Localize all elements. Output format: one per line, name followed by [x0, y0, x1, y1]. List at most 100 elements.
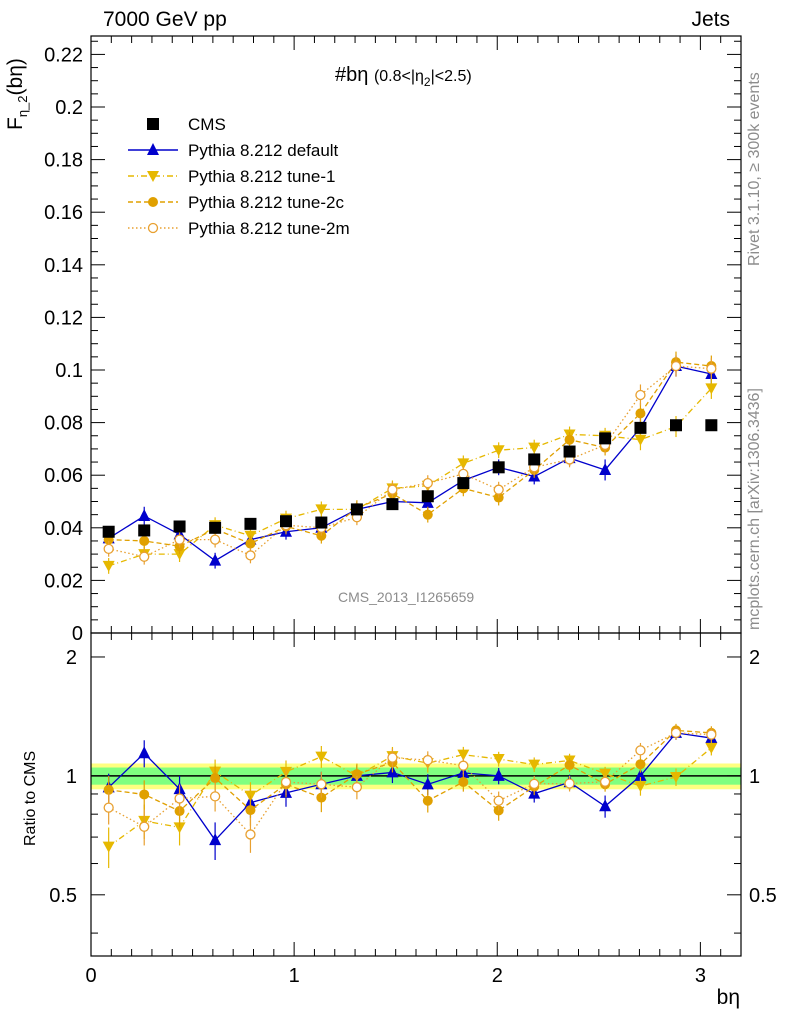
point-tune1: [634, 434, 647, 446]
point-tune2m: [174, 534, 185, 545]
panel-title: #bη (0.8<|η2|<2.5): [335, 64, 472, 89]
ratio-point-tune2m: [706, 729, 717, 740]
point-tune1: [457, 458, 470, 470]
point-default: [599, 462, 612, 475]
ratio-y-axis-title: Ratio to CMS: [22, 750, 39, 846]
main-y-axis-title: Fη_2(bη): [4, 58, 30, 130]
main-y-title-sub: η_2: [15, 95, 31, 118]
ratio-point-tune2m: [529, 778, 540, 790]
ratio-point-tune2c: [351, 769, 362, 780]
point-tune1: [492, 445, 505, 457]
y-tick-label-main: 0.1: [55, 360, 83, 382]
legend-marker-data: [147, 118, 159, 130]
y-tick-label-main: 0.12: [44, 307, 83, 329]
x-axis-title: bη: [716, 986, 740, 1009]
ratio-frame: [90, 632, 742, 957]
ratio-point-default: [634, 768, 647, 781]
ratio-point-tune2m: [670, 727, 682, 739]
ratio-point-tune1: [705, 742, 718, 754]
rivet-version-note: Rivet 3.1.10, ≥ 300k events: [746, 72, 763, 266]
ratio-point-tune2c: [458, 777, 469, 788]
main-panel: 0 0.02 0.04 0.06 0.08 0.1 0.12 0.14 0.16 0.18 0.2 0…: [44, 35, 742, 645]
ratio-point-tune2m: [493, 795, 504, 806]
point-tune2m: [635, 389, 646, 401]
legend: CMS Pythia 8.212 default Pythia 8.212 tune…: [128, 115, 350, 238]
ratio-point-tune2m: [351, 782, 363, 793]
ratio-point-tune1: [315, 751, 328, 763]
ratio-point-tune2m: [387, 752, 398, 763]
ratio-point-default: [492, 768, 505, 781]
ratio-point-tune2m: [103, 802, 114, 813]
point-data: [280, 515, 292, 528]
point-data: [102, 525, 115, 538]
series-line-tune2c: [108, 361, 712, 547]
y-tick-label-main: 0.04: [44, 518, 83, 540]
point-tune2m: [670, 360, 682, 372]
point-data: [563, 445, 576, 458]
y-tick-label-ratio-right: 0.5: [749, 885, 777, 907]
point-data: [634, 421, 647, 434]
ratio-point-default: [138, 746, 151, 759]
y-tick-label-main: 0.18: [44, 150, 83, 172]
point-data: [528, 453, 541, 466]
ratio-point-tune2m: [280, 776, 292, 788]
ratio-point-default: [599, 799, 612, 812]
point-tune2m: [139, 551, 150, 562]
x-tick-label: 1: [289, 965, 300, 987]
ratio-point-tune2m: [245, 829, 256, 840]
y-tick-label-ratio: 2: [66, 647, 77, 669]
point-tune2c: [635, 408, 646, 419]
point-tune1: [315, 504, 328, 516]
point-data: [244, 517, 257, 530]
y-tick-label-main: 0.22: [44, 44, 83, 66]
panel-title-range-a: (0.8<|η: [373, 68, 424, 85]
point-tune2c: [422, 509, 433, 520]
x-tick-label: 0: [85, 965, 96, 987]
ratio-point-tune2c: [422, 795, 433, 806]
y-tick-label-main: 0.06: [44, 465, 83, 487]
legend-marker-tune1: [147, 171, 159, 182]
point-tune2c: [245, 538, 256, 549]
point-default: [138, 508, 151, 521]
ratio-point-tune2m: [139, 821, 150, 832]
ratio-point-tune2m: [316, 779, 327, 790]
point-tune2m: [245, 550, 256, 561]
legend-marker-default: [147, 143, 159, 155]
ratio-point-tune2m: [422, 754, 433, 766]
y-tick-label-ratio-right: 1: [749, 766, 760, 788]
point-tune1: [705, 383, 718, 395]
x-tick-label: 2: [492, 965, 503, 987]
point-data: [209, 521, 222, 534]
ratio-point-tune1: [528, 759, 541, 771]
y-tick-label-main: 0.08: [44, 413, 83, 435]
ratio-point-tune1: [102, 841, 115, 853]
ratio-point-tune1: [670, 771, 682, 783]
series-line-default: [108, 365, 712, 562]
point-tune2c: [139, 535, 150, 546]
panel-title-range-b: |<2.5): [430, 68, 472, 85]
y-tick-label-main: 0.2: [55, 97, 83, 119]
point-data: [670, 419, 682, 432]
ratio-point-tune2m: [564, 778, 575, 789]
ratio-point-tune2c: [635, 759, 646, 770]
point-tune2m: [209, 534, 221, 545]
point-data: [705, 419, 718, 432]
point-data: [315, 516, 328, 529]
ratio-point-tune1: [599, 768, 612, 780]
ratio-point-tune2c: [564, 760, 575, 771]
series-line-tune1: [108, 387, 712, 567]
point-tune2c: [564, 434, 575, 445]
y-tick-label-ratio: 1: [66, 766, 77, 788]
point-data: [173, 520, 186, 533]
panel-title-prefix: #bη: [335, 64, 369, 86]
legend-label-tune2m: Pythia 8.212 tune-2m: [188, 219, 350, 238]
point-tune2m: [103, 543, 114, 554]
y-tick-label-main: 0.16: [44, 202, 83, 224]
main-y-title-arg: (bη): [4, 58, 27, 96]
ratio-point-tune2c: [245, 805, 256, 816]
legend-label-tune2c: Pythia 8.212 tune-2c: [188, 193, 344, 212]
point-data: [457, 477, 470, 490]
ratio-point-default: [421, 777, 434, 790]
point-data: [386, 498, 399, 511]
collision-energy-label: 7000 GeV pp: [103, 8, 227, 31]
